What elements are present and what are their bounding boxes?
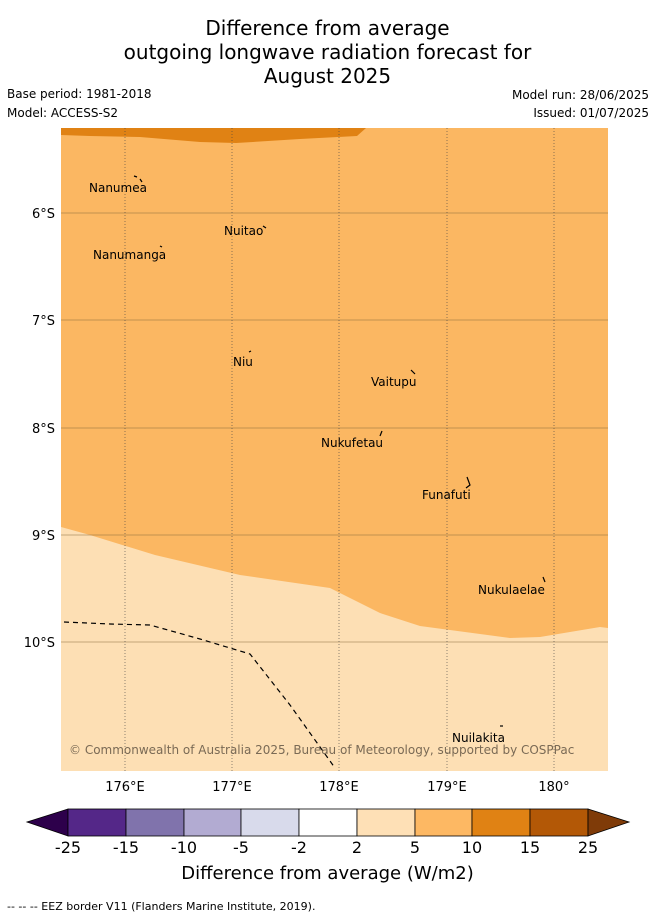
graticule (61, 128, 608, 771)
map-title-line-1: Difference from average (205, 16, 450, 40)
island-nuitao (262, 225, 267, 229)
anomaly-band-10-15 (61, 128, 366, 143)
place-nanumea: Nanumea (89, 181, 147, 195)
colorbar-tick: 15 (519, 838, 541, 857)
place-funafuti: Funafuti (422, 488, 471, 502)
colorbar-arrow-low (25, 808, 69, 837)
place-nukulaelae: Nukulaelae (478, 583, 545, 597)
island-nukulaelae (542, 576, 546, 583)
lon-label: 179°E (427, 780, 467, 795)
base-period: Base period: 1981-2018 (7, 87, 152, 101)
place-labels: Nanumea Nuitao Nanumanga Niu Vaitupu Nuk… (89, 181, 545, 745)
colorbar-segment (414, 808, 473, 837)
colorbar-label: Difference from average (W/m2) (181, 863, 474, 884)
colorbar-segment (67, 808, 127, 837)
colorbar-arrow-high (587, 808, 631, 837)
island-vaitupu (410, 369, 416, 375)
lon-label: 176°E (105, 780, 145, 795)
map-title-line-2: outgoing longwave radiation forecast for (123, 40, 532, 64)
issued-date: Issued: 01/07/2025 (533, 106, 649, 120)
colorbar-segment (529, 808, 589, 837)
island-nanumea (133, 175, 143, 183)
map-title-line-3: August 2025 (263, 64, 392, 88)
colorbar-segment (183, 808, 242, 837)
colorbar-tick: 2 (351, 838, 363, 857)
lat-label: 10°S (24, 636, 55, 651)
island-nanumanga (159, 245, 163, 248)
colorbar-segment (298, 808, 358, 837)
island-nukufetau (379, 430, 383, 437)
model-run: Model run: 28/06/2025 (511, 88, 649, 102)
lon-label: 180° (538, 780, 569, 795)
colorbar (25, 808, 631, 837)
place-niu: Niu (233, 355, 253, 369)
lat-label: 7°S (32, 314, 55, 329)
lat-label: 8°S (32, 422, 55, 437)
colorbar-tick: -2 (291, 838, 307, 857)
eez-border (63, 621, 336, 769)
colorbar-segment (356, 808, 416, 837)
longitude-labels: 176°E 177°E 178°E 179°E 180° (105, 780, 569, 795)
copyright-notice: © Commonwealth of Australia 2025, Bureau… (69, 743, 574, 757)
colorbar-segment (125, 808, 185, 837)
lat-label: 9°S (32, 529, 55, 544)
colorbar-tick: -15 (112, 838, 140, 857)
place-nuilakita: Nuilakita (452, 731, 505, 745)
eez-footnote: -- -- -- EEZ border V11 (Flanders Marine… (7, 900, 316, 913)
place-nanumanga: Nanumanga (93, 248, 166, 262)
island-funafuti (465, 476, 471, 489)
model-name: Model: ACCESS-S2 (7, 106, 119, 120)
colorbar-segment (471, 808, 531, 837)
place-nukufetau: Nukufetau (321, 436, 383, 450)
island-niu (248, 350, 252, 353)
lat-label: 6°S (32, 207, 55, 222)
latitude-labels: 6°S 7°S 8°S 9°S 10°S (24, 207, 55, 651)
place-vaitupu: Vaitupu (371, 375, 417, 389)
colorbar-tick: 5 (409, 838, 421, 857)
colorbar-tick: -25 (54, 838, 82, 857)
colorbar-tick: 25 (577, 838, 599, 857)
place-nuitao: Nuitao (224, 224, 263, 238)
colorbar-segment (240, 808, 300, 837)
lon-label: 177°E (212, 780, 252, 795)
islands (133, 175, 546, 727)
anomaly-band-2-5 (61, 527, 608, 771)
colorbar-tick: -10 (170, 838, 198, 857)
colorbar-tick: -5 (233, 838, 249, 857)
lon-label: 178°E (319, 780, 359, 795)
colorbar-tick: 10 (461, 838, 483, 857)
